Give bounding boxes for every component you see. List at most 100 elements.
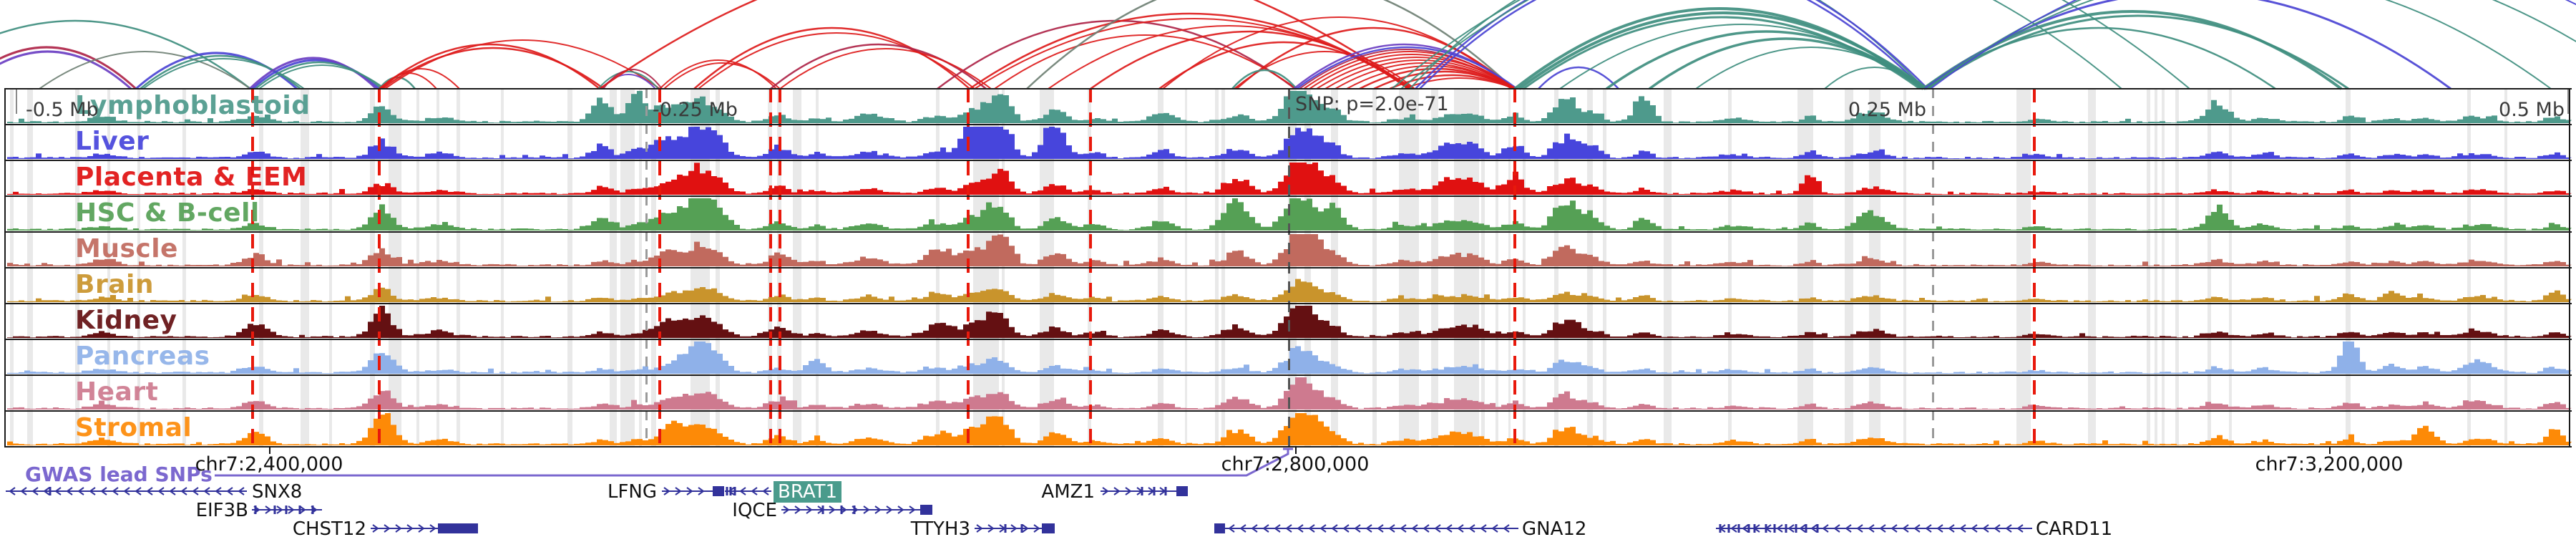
track-label: Heart xyxy=(75,377,159,407)
gene-snx8[interactable] xyxy=(6,487,247,495)
interaction-arc xyxy=(1403,77,1516,90)
interaction-arc xyxy=(779,48,992,90)
track-label: Lymphoblastoid xyxy=(75,91,311,120)
scale-tick-left xyxy=(16,90,17,114)
coordinate-tick xyxy=(269,446,270,454)
interaction-arc xyxy=(1518,11,1928,90)
gwas-lead-snps-label: GWAS lead SNPs xyxy=(25,463,213,486)
interaction-arc xyxy=(381,47,605,90)
gene-lfng[interactable] xyxy=(662,486,724,496)
track-label: Kidney xyxy=(75,306,177,335)
row-border xyxy=(4,303,2572,304)
gene-card11[interactable] xyxy=(1716,524,2032,533)
interaction-arc xyxy=(1926,0,2576,90)
track-label: HSC & B-cell xyxy=(75,198,260,228)
gene-annotation-layer xyxy=(6,448,2032,533)
interaction-arc xyxy=(1346,65,1516,90)
scale-label-right: 0.5 Mb xyxy=(2499,99,2565,121)
gene-iqce[interactable] xyxy=(781,505,932,515)
track-label: Brain xyxy=(75,270,154,299)
interaction-arc xyxy=(1373,70,1516,90)
interaction-arc xyxy=(1296,46,1518,90)
gene-label-snx8[interactable]: SNX8 xyxy=(252,481,303,503)
track-label: Liver xyxy=(75,127,150,156)
panel-right-border xyxy=(2569,88,2570,448)
interaction-arc xyxy=(1930,0,2576,90)
gene-label-brat1[interactable]: BRAT1 xyxy=(774,481,842,503)
scale-label-left-quarter: -0.25 Mb xyxy=(653,99,738,121)
gene-gna12[interactable] xyxy=(1214,523,1518,533)
gene-label-chst12[interactable]: CHST12 xyxy=(292,518,366,537)
interaction-arc xyxy=(770,43,987,90)
row-border xyxy=(4,374,2572,376)
interaction-arc xyxy=(1026,0,1514,90)
gene-label-eif3b[interactable]: EIF3B xyxy=(195,500,248,521)
coordinate-label: chr7:2,400,000 xyxy=(195,453,343,475)
interaction-arc xyxy=(663,62,781,90)
interaction-arc xyxy=(1324,59,1515,90)
interaction-arc xyxy=(1605,30,1927,90)
gene-amz1[interactable] xyxy=(1101,486,1188,496)
scale-tick-right xyxy=(2567,90,2569,114)
interaction-arc xyxy=(1538,66,1619,90)
interaction-arc xyxy=(1400,0,2190,90)
gene-label-iqce[interactable]: IQCE xyxy=(732,500,777,521)
row-border xyxy=(4,339,2572,340)
gwas-leader-line xyxy=(215,449,1289,477)
interaction-arc xyxy=(1316,57,1517,90)
interaction-arc xyxy=(39,51,251,90)
interaction-arc xyxy=(659,59,777,90)
gene-label-gna12[interactable]: GNA12 xyxy=(1522,518,1587,537)
track-label: Stromal xyxy=(75,413,192,442)
coordinate-tick xyxy=(2329,446,2331,454)
interaction-arc xyxy=(599,0,1412,90)
row-border xyxy=(4,160,2572,161)
interaction-arcs xyxy=(0,0,2576,90)
interaction-arc xyxy=(1391,0,2122,90)
gene-label-ttyh3[interactable]: TTYH3 xyxy=(910,518,970,537)
interaction-arc xyxy=(1231,69,1297,90)
interaction-arc xyxy=(384,39,660,90)
gene-label-card11[interactable]: CARD11 xyxy=(2036,518,2113,537)
scale-label-left: -0.5 Mb xyxy=(26,99,99,121)
interaction-arc xyxy=(0,46,137,90)
interaction-arc xyxy=(597,71,659,90)
row-border xyxy=(4,267,2572,268)
coordinate-label: chr7:3,200,000 xyxy=(2255,453,2404,475)
interaction-arc xyxy=(0,19,251,90)
interaction-arc xyxy=(1695,47,1927,90)
gene-label-lfng[interactable]: LFNG xyxy=(607,481,657,503)
gene-ttyh3[interactable] xyxy=(975,523,1055,533)
row-border xyxy=(4,231,2572,233)
gene-eif3b[interactable] xyxy=(252,505,322,514)
coordinate-tick xyxy=(1295,446,1297,454)
interaction-arc xyxy=(142,58,305,90)
row-border xyxy=(4,410,2572,412)
row-border xyxy=(4,195,2572,197)
interaction-arc xyxy=(1926,14,2349,90)
panel-left-border xyxy=(4,88,6,448)
snp-pvalue-label: SNP: p=2.0e-71 xyxy=(1295,93,1449,115)
interaction-arc xyxy=(994,34,1297,90)
interaction-arc xyxy=(1419,0,1924,90)
interaction-arc xyxy=(698,32,975,90)
row-border xyxy=(4,88,2572,90)
track-label: Muscle xyxy=(75,234,178,263)
gene-chst12[interactable] xyxy=(371,523,478,533)
scale-label-right-quarter: 0.25 Mb xyxy=(1848,99,1926,121)
interaction-arc xyxy=(258,64,386,90)
interaction-arc xyxy=(1921,26,2276,90)
interaction-arc xyxy=(248,57,378,90)
interaction-arc xyxy=(1928,0,2552,90)
track-label: Placenta & EEM xyxy=(75,163,308,192)
row-border xyxy=(4,446,2572,448)
track-label: Pancreas xyxy=(75,342,210,371)
gene-brat1[interactable] xyxy=(725,487,771,495)
interaction-arc xyxy=(1824,67,1925,90)
coordinate-label: chr7:2,800,000 xyxy=(1221,453,1370,475)
interaction-arc xyxy=(1303,51,1516,90)
interaction-arc xyxy=(1236,26,1512,90)
row-border xyxy=(4,124,2572,125)
gene-label-amz1[interactable]: AMZ1 xyxy=(1041,481,1095,503)
